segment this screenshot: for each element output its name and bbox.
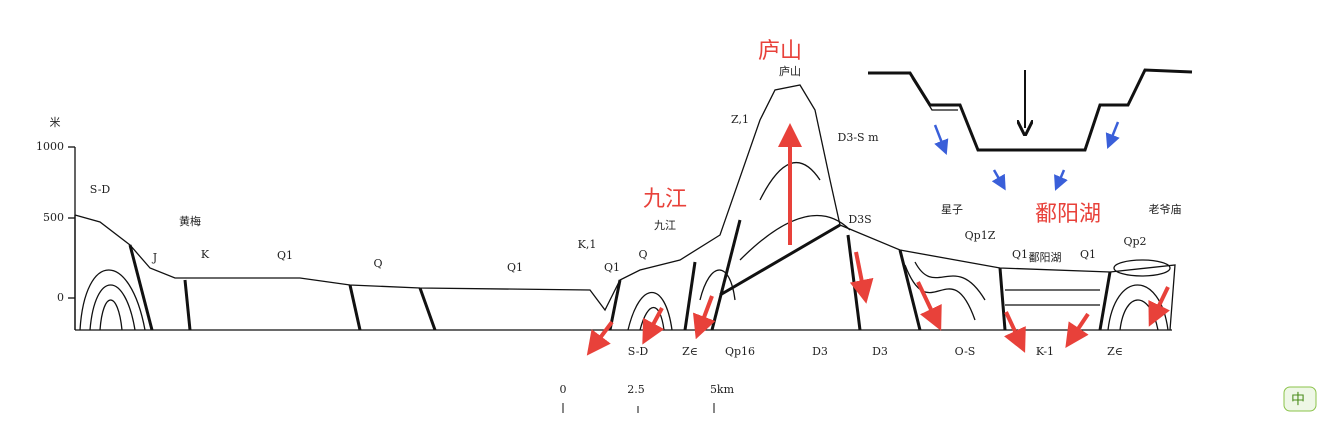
- section-label: Qp1Z: [965, 229, 996, 242]
- section-label: S-D: [90, 183, 111, 196]
- section-label: Qp2: [1123, 235, 1146, 248]
- section-label: Q: [638, 248, 647, 261]
- section-label: 老爷庙: [1149, 202, 1182, 216]
- unit-label: O-S: [955, 345, 976, 358]
- section-label: Q: [373, 257, 382, 270]
- unit-label: S-D: [628, 345, 649, 358]
- inset-trough-inner: [911, 77, 958, 111]
- section-label: K: [201, 248, 210, 261]
- scale-label: 5km: [710, 383, 735, 396]
- section-label: J: [152, 251, 157, 264]
- inset-blue-arrows: [933, 121, 1120, 191]
- scale-label: 2.5: [627, 383, 645, 396]
- section-label: Z,1: [731, 113, 749, 126]
- unit-label: Qp16: [725, 345, 755, 358]
- section-label: 鄱阳湖: [1029, 251, 1062, 264]
- section-label: Q1: [1080, 248, 1096, 261]
- axis-tick: 1000: [36, 140, 64, 153]
- section-label: Q1: [604, 261, 620, 274]
- unit-label: D3: [872, 345, 888, 358]
- section-label: K,1: [578, 238, 597, 251]
- highlight-label: 九江: [643, 187, 687, 212]
- faults: [128, 219, 1112, 331]
- unit-label: Z∈: [682, 345, 698, 358]
- section-label: Q1: [1012, 248, 1028, 261]
- section-label: Q1: [507, 261, 523, 274]
- section-label: Q1: [277, 249, 293, 262]
- section-label: 星子: [941, 203, 963, 216]
- unit-label: K-1: [1036, 345, 1054, 358]
- folds: [79, 162, 1171, 331]
- inset-trough: [868, 68, 1193, 152]
- scale-ticks: [562, 403, 715, 413]
- axis-tick: 0: [57, 291, 64, 304]
- axis-tick: 500: [43, 211, 64, 224]
- ground-profile: [74, 84, 1176, 331]
- scale-label: 0: [560, 383, 567, 396]
- section-label: 庐山: [779, 64, 801, 78]
- highlight-label: 庐山: [758, 39, 802, 64]
- unit-label: Z∈: [1107, 345, 1123, 358]
- badge-box[interactable]: [1283, 386, 1317, 412]
- axis-unit: 米: [50, 116, 61, 129]
- section-label: 黄梅: [179, 214, 201, 228]
- highlight-label: 鄱阳湖: [1035, 202, 1101, 227]
- section-label: D3S: [848, 213, 871, 226]
- badge[interactable]: 中: [1291, 392, 1305, 408]
- section-label: D3-S m: [838, 131, 880, 144]
- section-label: 九江: [654, 219, 676, 232]
- movement-arrows: [586, 123, 1171, 356]
- unit-label: D3: [812, 345, 828, 358]
